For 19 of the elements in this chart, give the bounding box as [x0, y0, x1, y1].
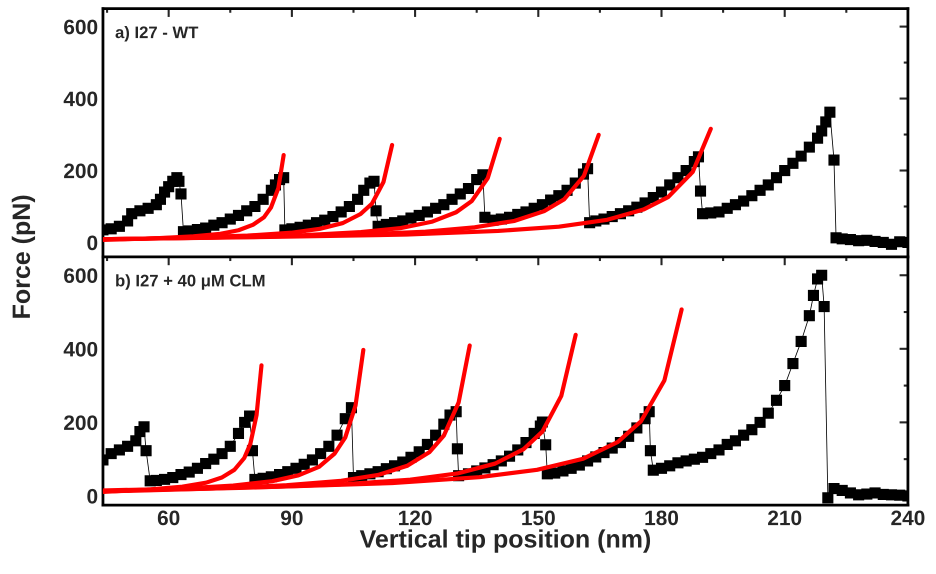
text: a) I27 - WT [116, 26, 198, 42]
y-tick-label: 0 [87, 488, 98, 504]
text: b) I27 + 40 μM CLM [116, 274, 264, 290]
x-tick-label: 60 [158, 510, 180, 526]
x-tick-label: 210 [768, 510, 802, 526]
y-tick-label: 0 [87, 235, 98, 250]
x-tick-label: 90 [281, 510, 303, 526]
y-tick-label: 600 [64, 20, 98, 34]
y-tick-label: 200 [64, 415, 98, 430]
y-tick-label: 400 [64, 92, 98, 106]
y-tick-label: 600 [64, 268, 98, 284]
y-tick-label: 400 [64, 342, 98, 357]
x-tick-label: 120 [399, 510, 432, 526]
x-tick-label: 150 [522, 510, 555, 526]
x-axis-title: Vertical tip position (nm) [360, 529, 650, 553]
y-axis-title: Force (pN) [12, 196, 36, 318]
x-tick-label: 180 [645, 510, 678, 526]
x-tick-label: 240 [891, 510, 924, 526]
y-tick-label: 200 [64, 164, 98, 178]
